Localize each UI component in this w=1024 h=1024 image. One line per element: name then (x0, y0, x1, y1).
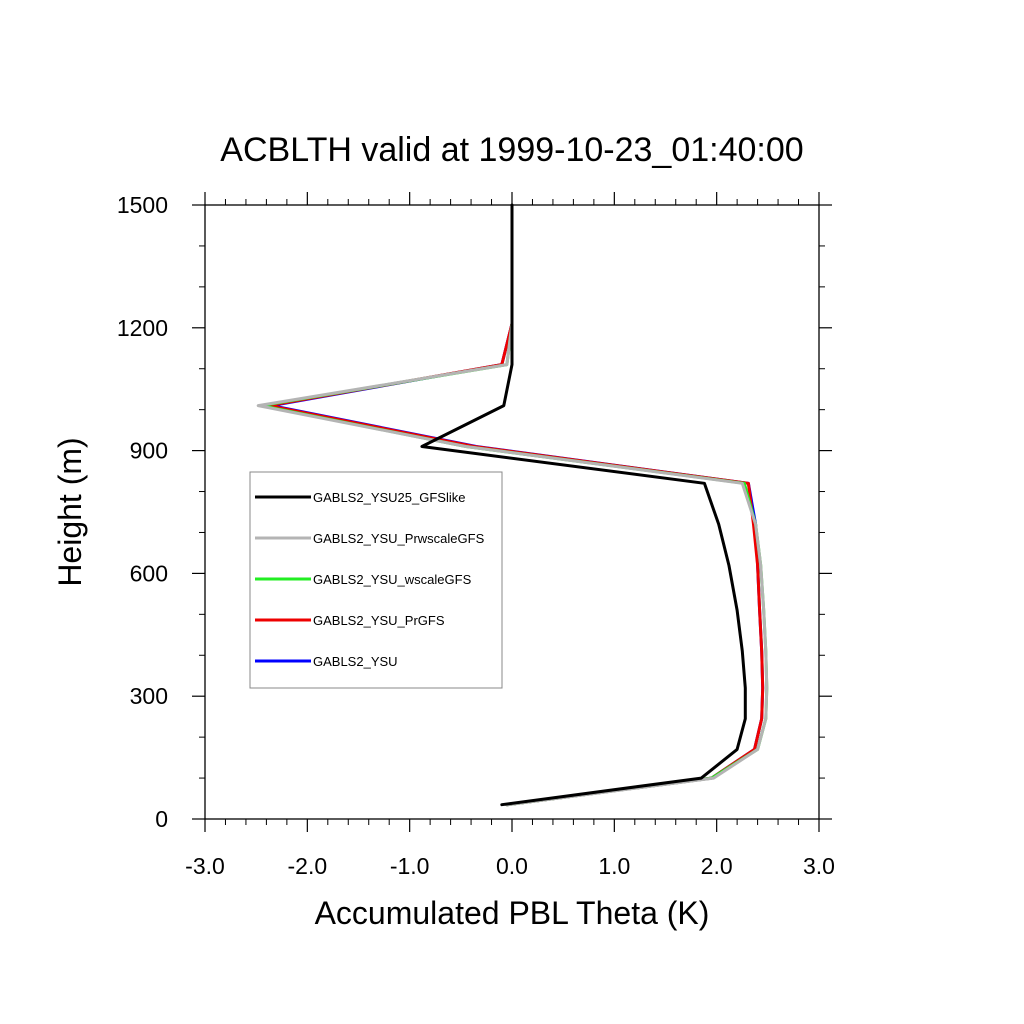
y-axis-label: Height (m) (52, 437, 88, 586)
y-tick-label: 900 (130, 438, 168, 464)
x-tick-label: -3.0 (185, 853, 225, 879)
legend-label: GABLS2_YSU_wscaleGFS (313, 572, 472, 587)
y-tick-label: 0 (155, 806, 168, 832)
x-tick-label: -1.0 (390, 853, 430, 879)
x-tick-label: 3.0 (803, 853, 835, 879)
legend-label: GABLS2_YSU (313, 654, 398, 669)
legend-label: GABLS2_YSU25_GFSlike (313, 490, 465, 505)
x-tick-label: 0.0 (496, 853, 528, 879)
x-tick-label: 1.0 (598, 853, 630, 879)
x-tick-label: -2.0 (288, 853, 328, 879)
legend-label: GABLS2_YSU_PrwscaleGFS (313, 531, 485, 546)
legend: GABLS2_YSU25_GFSlike GABLS2_YSU_PrwscaleG… (249, 471, 503, 689)
series-line-GABLS2_YSU25_GFSlike (420, 203, 747, 807)
plot-area: -3.0 -2.0 -1.0 0.0 1.0 2.0 3.0 0 300 600 900 1200 15… (117, 192, 835, 879)
x-axis-label: Accumulated PBL Theta (K) (315, 895, 710, 931)
y-tick-label: 1500 (117, 192, 168, 218)
x-tick-label: 2.0 (701, 853, 733, 879)
y-tick-label: 300 (130, 683, 168, 709)
chart-title: ACBLTH valid at 1999-10-23_01:40:00 (220, 131, 803, 169)
legend-label: GABLS2_YSU_PrGFS (313, 613, 445, 628)
y-tick-label: 600 (130, 560, 168, 586)
y-tick-label: 1200 (117, 315, 168, 341)
series-line-GABLS2_YSU_PrwscaleGFS (256, 322, 769, 807)
